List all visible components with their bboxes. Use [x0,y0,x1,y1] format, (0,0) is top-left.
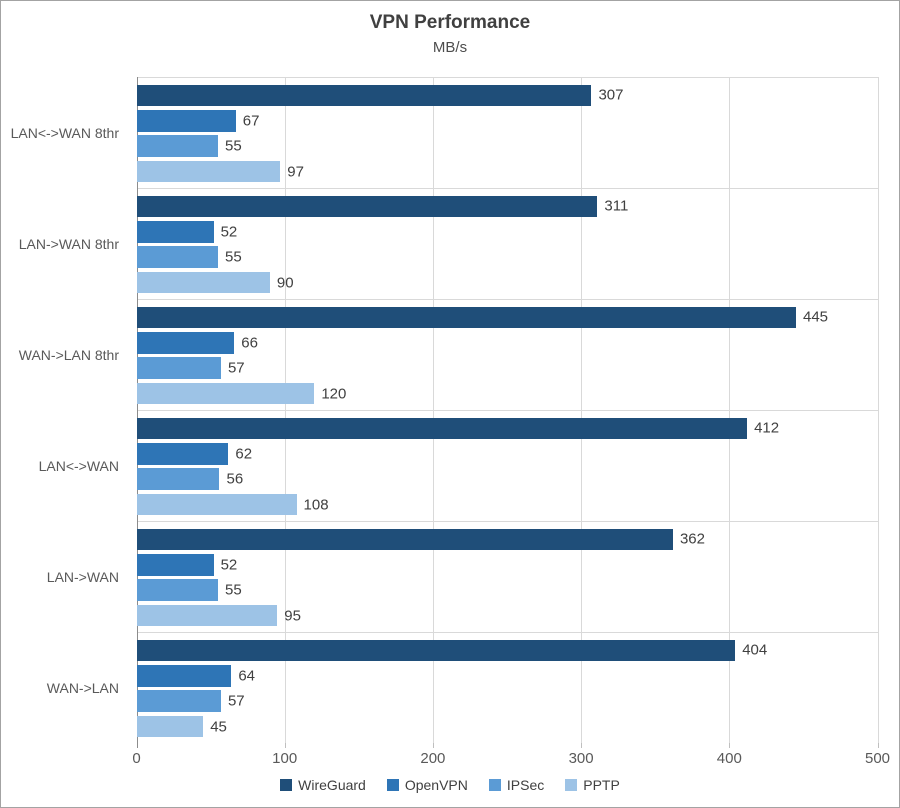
category-label-lan-wan-8thr: LAN->WAN 8thr [18,235,119,252]
x-tick-label: 500 [864,750,891,767]
value-label-pptp-wan-lan-8thr: 120 [321,385,347,403]
legend-item-ipsec: IPSec [488,777,545,793]
axis-tick-mark [729,743,731,748]
category-label-wan-lan: WAN->LAN [46,679,119,696]
value-label-openvpn-lan-wan: 52 [220,556,238,574]
bar-pptp-lan-wan-8thr [136,271,270,294]
value-gridline [432,77,434,743]
legend: WireGuard OpenVPN IPSec PPTP [1,777,899,793]
legend-item-wireguard: WireGuard [280,777,366,793]
category-gridline [136,410,878,411]
bar-openvpn-lan-wan [136,442,229,465]
value-label-wireguard-lan-wan-8thr: 307 [598,86,624,104]
bar-ipsec-wan-lan [136,690,221,713]
category-gridline [136,188,878,189]
bar-openvpn-wan-lan [136,664,232,687]
bar-pptp-lan-wan [136,604,278,627]
bar-ipsec-lan-wan-8thr [136,246,218,269]
category-axis-line [136,77,138,748]
category-label-wan-lan-8thr: WAN->LAN 8thr [18,346,119,363]
bar-ipsec-lan-wan-8thr [136,135,218,158]
bar-openvpn-lan-wan [136,553,214,576]
value-label-wireguard-lan-wan: 412 [754,419,780,437]
bar-wireguard-wan-lan-8thr [136,306,796,329]
category-gridline [136,632,878,633]
value-label-pptp-lan-wan-8thr: 90 [276,274,294,292]
value-label-ipsec-wan-lan-8thr: 57 [227,359,245,377]
bar-wireguard-lan-wan-8thr [136,84,592,107]
axis-tick-mark [432,743,434,748]
value-label-openvpn-lan-wan-8thr: 67 [242,112,260,130]
legend-item-openvpn: OpenVPN [386,777,468,793]
value-label-openvpn-wan-lan-8thr: 66 [241,334,258,352]
value-gridline [729,77,731,743]
chart-subtitle: MB/s [432,39,468,56]
bar-wireguard-wan-lan [136,639,736,662]
value-label-wireguard-wan-lan: 404 [742,641,768,659]
bar-wireguard-lan-wan-8thr [136,195,598,218]
category-label-lan-wan: LAN->WAN [46,568,119,585]
x-tick-label: 0 [132,750,141,767]
value-label-ipsec-wan-lan: 57 [227,692,245,710]
bar-wireguard-lan-wan [136,528,673,551]
value-label-pptp-wan-lan: 45 [210,718,227,736]
chart-title: VPN Performance [369,12,531,33]
x-tick-label: 300 [568,750,594,767]
value-label-pptp-lan-wan: 108 [303,496,329,514]
value-label-ipsec-lan-wan-8thr: 55 [225,137,242,155]
category-label-lan-wan: LAN<->WAN [38,457,119,474]
value-label-wireguard-wan-lan-8thr: 445 [802,308,829,326]
bar-ipsec-wan-lan-8thr [136,357,221,380]
value-label-openvpn-lan-wan: 62 [235,445,253,463]
value-label-ipsec-lan-wan-8thr: 55 [225,248,242,266]
value-label-openvpn-lan-wan-8thr: 52 [220,223,238,241]
bar-openvpn-lan-wan-8thr [136,220,214,243]
value-gridline [877,77,879,743]
bar-pptp-wan-lan [136,715,204,738]
bar-pptp-lan-wan-8thr [136,160,281,183]
bar-ipsec-lan-wan [136,468,220,491]
value-label-ipsec-lan-wan: 55 [225,581,242,599]
axis-tick-mark [581,743,583,748]
legend-label-wireguard: WireGuard [298,777,366,793]
axis-tick-mark [877,743,879,748]
legend-swatch-openvpn [386,779,399,791]
bar-pptp-wan-lan-8thr [136,382,315,405]
legend-label-ipsec: IPSec [506,777,545,793]
x-tick-label: 200 [420,750,446,767]
category-label-lan-wan-8thr: LAN<->WAN 8thr [10,124,119,141]
value-gridline [284,77,286,743]
x-tick-label: 400 [716,750,742,767]
category-gridline [136,521,878,522]
bar-pptp-lan-wan [136,493,297,516]
legend-item-pptp: PPTP [565,777,620,793]
value-label-wireguard-lan-wan: 362 [679,530,705,548]
legend-swatch-pptp [565,779,578,791]
bar-openvpn-wan-lan-8thr [136,331,235,354]
axis-tick-mark [284,743,286,748]
value-label-ipsec-lan-wan: 56 [226,470,244,488]
category-gridline [136,299,878,300]
bar-wireguard-lan-wan [136,417,748,440]
bar-openvpn-lan-wan-8thr [136,109,236,132]
legend-label-pptp: PPTP [583,777,620,793]
x-tick-label: 100 [272,750,298,767]
category-gridline [136,77,878,78]
value-gridline [581,77,583,743]
bar-ipsec-lan-wan [136,579,218,602]
value-label-pptp-lan-wan: 95 [284,607,301,625]
value-label-openvpn-wan-lan: 64 [238,667,256,685]
legend-label-openvpn: OpenVPN [404,777,468,793]
legend-swatch-ipsec [488,779,501,791]
value-label-pptp-lan-wan-8thr: 97 [287,163,304,181]
value-label-wireguard-lan-wan-8thr: 311 [604,197,629,215]
legend-swatch-wireguard [280,779,293,791]
